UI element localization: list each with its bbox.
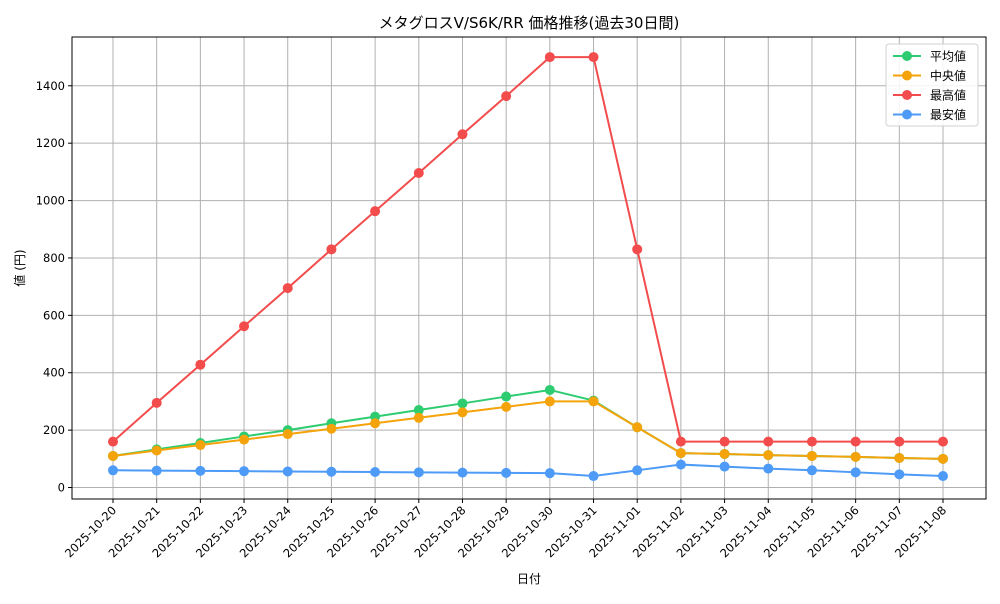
data-point-marker	[938, 436, 948, 447]
data-point-marker	[501, 467, 512, 478]
data-point-marker	[675, 448, 686, 459]
x-axis-ticks: 2025-10-202025-10-212025-10-222025-10-23…	[62, 499, 949, 560]
y-tick-label: 200	[43, 423, 65, 437]
data-point-marker	[894, 469, 905, 480]
data-point-marker	[108, 450, 118, 461]
data-point-marker	[544, 52, 555, 63]
data-point-marker	[763, 436, 774, 447]
data-point-marker	[413, 467, 424, 478]
series-line	[112, 463, 944, 478]
data-point-marker	[370, 418, 381, 429]
data-point-marker	[239, 321, 250, 332]
data-point-marker	[108, 436, 118, 447]
y-tick-label: 600	[43, 308, 65, 322]
data-point-marker	[938, 471, 948, 482]
data-point-marker	[894, 436, 905, 447]
data-point-marker	[195, 359, 206, 370]
data-point-marker	[806, 465, 817, 476]
data-point-marker	[501, 391, 512, 402]
y-axis-ticks: 0 200 400 600 800 1000 1200 1400	[36, 79, 72, 495]
data-point-marker	[501, 91, 512, 102]
data-point-marker	[763, 463, 774, 474]
legend-marker-icon	[902, 70, 912, 81]
data-point-marker	[151, 465, 162, 476]
data-point-marker	[588, 396, 599, 407]
data-point-marker	[501, 401, 512, 412]
data-point-marker	[457, 129, 468, 140]
data-point-marker	[719, 436, 730, 447]
data-point-marker	[282, 466, 293, 477]
series-line	[112, 56, 943, 443]
data-point-marker	[588, 52, 599, 63]
y-tick-label: 1400	[36, 79, 65, 93]
data-point-marker	[108, 465, 118, 476]
data-point-marker	[675, 459, 686, 470]
series-line	[112, 400, 944, 460]
data-point-marker	[370, 467, 381, 478]
legend-entry-label: 最安値	[930, 107, 966, 122]
data-point-marker	[239, 434, 250, 445]
data-point-marker	[326, 423, 337, 434]
y-tick-label: 0	[58, 481, 65, 495]
series-lines	[108, 52, 948, 482]
data-point-marker	[632, 244, 643, 255]
x-axis-label: 日付	[517, 572, 541, 586]
data-point-marker	[632, 422, 643, 433]
data-point-marker	[413, 168, 424, 179]
data-point-marker	[588, 471, 599, 482]
data-point-marker	[457, 467, 468, 478]
y-tick-label: 1200	[36, 136, 65, 150]
data-point-marker	[326, 244, 337, 255]
plot-area-frame	[71, 36, 987, 500]
data-point-marker	[151, 445, 162, 456]
data-point-marker	[326, 466, 337, 477]
y-tick-label: 400	[43, 366, 65, 380]
data-point-marker	[457, 398, 468, 409]
data-point-marker	[370, 206, 381, 217]
data-point-marker	[675, 436, 686, 447]
y-tick-label: 800	[43, 251, 65, 265]
legend-entry-label: 中央値	[930, 68, 966, 83]
data-point-marker	[282, 429, 293, 440]
data-point-marker	[413, 412, 424, 423]
grid-lines	[72, 37, 986, 499]
data-point-marker	[413, 405, 424, 416]
y-axis-label: 値 (円)	[12, 249, 27, 286]
data-point-marker	[850, 467, 861, 478]
data-point-marker	[806, 450, 817, 461]
data-point-marker	[544, 396, 555, 407]
data-point-marker	[763, 450, 774, 461]
legend-marker-icon	[902, 90, 912, 100]
data-point-marker	[632, 465, 643, 476]
data-point-marker	[938, 453, 948, 464]
legend-entry-label: 最高値	[930, 88, 966, 103]
data-point-marker	[151, 397, 162, 408]
data-point-marker	[719, 461, 730, 472]
data-point-marker	[850, 451, 861, 462]
legend-entry-label: 平均値	[930, 49, 966, 64]
legend-box	[885, 43, 979, 127]
data-point-marker	[457, 407, 468, 418]
data-point-marker	[894, 452, 905, 463]
data-point-marker	[544, 468, 555, 479]
data-point-marker	[544, 384, 555, 395]
data-point-marker	[282, 283, 293, 294]
legend-marker-icon	[902, 51, 912, 61]
data-point-marker	[850, 436, 861, 447]
chart-title: メタグロスV/S6K/RR 価格推移(過去30日間)	[379, 14, 680, 32]
series-line	[112, 388, 944, 460]
legend-marker-icon	[902, 109, 912, 120]
data-point-marker	[195, 440, 206, 451]
y-tick-label: 1000	[36, 194, 65, 208]
data-point-marker	[239, 466, 250, 477]
data-point-marker	[806, 436, 817, 447]
data-point-marker	[195, 465, 206, 476]
data-point-marker	[719, 448, 730, 459]
